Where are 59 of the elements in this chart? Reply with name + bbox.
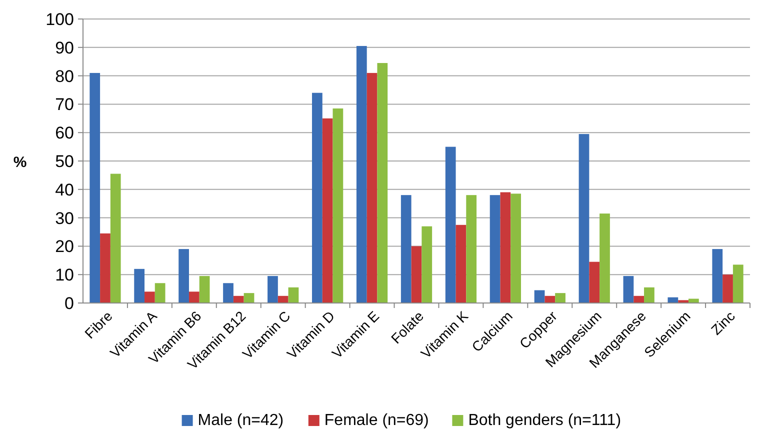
bar	[490, 195, 500, 303]
legend-label: Male (n=42)	[198, 412, 284, 429]
bar	[188, 292, 200, 303]
y-tick-label: 20	[55, 237, 74, 256]
bar	[400, 195, 412, 303]
bar	[178, 249, 189, 303]
y-tick-label: 90	[55, 38, 74, 58]
legend-label: Both genders (n=111)	[468, 412, 622, 429]
y-tick-label: 0	[64, 294, 74, 313]
bar	[445, 146, 456, 303]
bar	[278, 296, 288, 303]
bar	[732, 264, 744, 303]
x-tick-label: Zinc	[708, 308, 738, 338]
bar	[634, 296, 644, 303]
y-tick-label: 100	[46, 10, 74, 29]
bar	[411, 246, 422, 303]
bar	[466, 195, 477, 303]
bar	[377, 63, 388, 303]
bar	[134, 268, 145, 303]
bar	[722, 274, 733, 303]
bar	[422, 226, 432, 303]
bar	[90, 72, 100, 303]
y-tick-label: 30	[55, 208, 74, 228]
bar	[712, 249, 723, 303]
bar	[199, 276, 210, 303]
bar	[500, 192, 511, 303]
bar	[456, 224, 466, 303]
bar	[312, 92, 322, 303]
y-axis-title: %	[13, 154, 27, 171]
bar	[154, 283, 166, 303]
bar	[356, 46, 367, 303]
y-tick-label: 40	[55, 180, 74, 200]
bar	[110, 174, 121, 303]
y-tick-label: 70	[55, 95, 74, 114]
bar	[100, 233, 110, 303]
bar	[244, 293, 254, 303]
bar	[534, 290, 545, 303]
bar	[268, 276, 278, 303]
bar	[623, 276, 634, 303]
bar	[223, 283, 234, 303]
bar	[688, 298, 699, 303]
bar	[544, 296, 556, 303]
bar	[288, 287, 299, 303]
bar	[510, 194, 521, 303]
bar	[578, 134, 590, 303]
bar	[589, 262, 600, 303]
bar	[332, 108, 344, 303]
bar	[600, 214, 610, 303]
bar	[555, 293, 566, 303]
legend-label: Female (n=69)	[324, 412, 429, 429]
bar	[366, 72, 378, 303]
bar	[233, 296, 244, 303]
bar	[144, 292, 155, 303]
y-tick-label: 50	[55, 152, 74, 171]
bar	[644, 287, 654, 303]
y-tick-label: 60	[55, 124, 74, 143]
y-tick-label: 80	[55, 66, 74, 86]
bar	[322, 118, 333, 303]
y-tick-label: 10	[55, 266, 74, 285]
